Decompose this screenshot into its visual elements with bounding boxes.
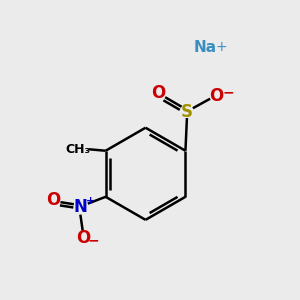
- Text: S: S: [181, 103, 193, 121]
- Text: O: O: [76, 230, 90, 247]
- Text: CH₃: CH₃: [65, 143, 90, 156]
- Text: +: +: [86, 196, 95, 206]
- Text: O: O: [209, 87, 224, 105]
- Text: O: O: [152, 84, 166, 102]
- Text: +: +: [215, 40, 227, 54]
- Text: −: −: [222, 86, 234, 100]
- Text: −: −: [88, 234, 99, 248]
- Text: N: N: [74, 198, 87, 216]
- Text: O: O: [46, 191, 60, 209]
- Text: Na: Na: [194, 40, 217, 55]
